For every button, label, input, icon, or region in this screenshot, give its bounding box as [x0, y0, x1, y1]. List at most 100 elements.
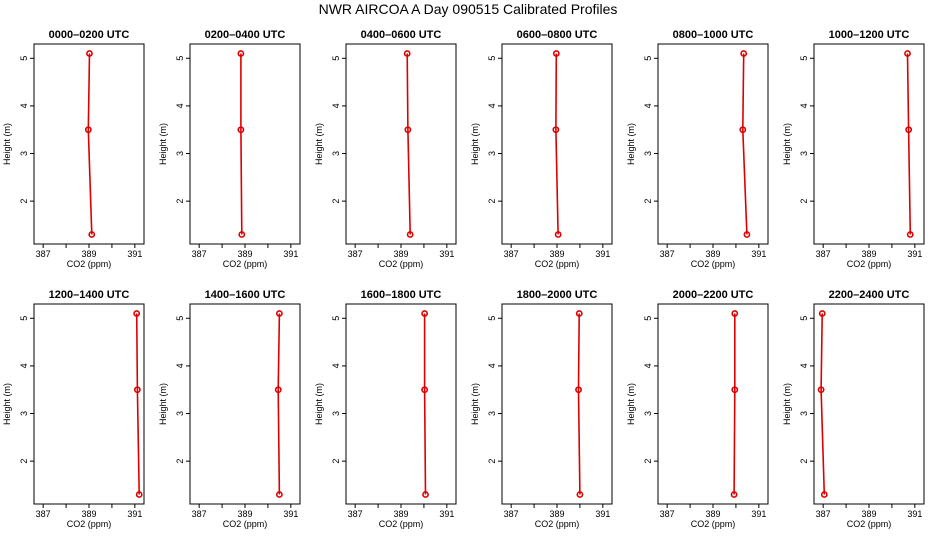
profile-line	[577, 313, 581, 495]
profile-point	[238, 231, 246, 238]
profile-point	[730, 491, 738, 498]
profile-point	[817, 386, 825, 394]
profile-point	[406, 231, 414, 238]
x-tick-label: 391	[283, 249, 298, 259]
profile-point	[740, 50, 748, 57]
y-tick-label: 3	[19, 151, 29, 156]
y-tick-label: 5	[643, 316, 653, 321]
y-tick-label: 3	[175, 151, 185, 156]
plot-frame	[345, 43, 457, 245]
y-tick-label: 2	[487, 199, 497, 204]
plot-frame	[189, 43, 301, 245]
panel-title: 0600–0800 UTC	[517, 29, 598, 41]
y-tick-label: 5	[331, 316, 341, 321]
x-axis-label: CO2 (ppm)	[223, 259, 268, 269]
panel-title: 2200–2400 UTC	[829, 289, 910, 301]
y-tick-label: 2	[175, 199, 185, 204]
x-tick-label: 389	[81, 509, 96, 519]
profile-point	[133, 386, 141, 394]
profile-point	[86, 50, 93, 57]
profile-point	[743, 231, 751, 238]
x-tick-label: 389	[393, 249, 408, 259]
x-tick-label: 391	[595, 249, 610, 259]
plot-frame	[345, 303, 457, 505]
y-tick-label: 5	[487, 316, 497, 321]
x-tick-label: 391	[439, 249, 454, 259]
x-axis-label: CO2 (ppm)	[379, 519, 424, 529]
y-axis-label: Height (m)	[314, 383, 324, 425]
profile-line	[906, 53, 912, 235]
y-tick-label: 2	[19, 459, 29, 464]
y-axis-label: Height (m)	[2, 383, 12, 425]
profile-point	[552, 50, 560, 57]
x-tick-label: 391	[907, 509, 922, 519]
profile-point	[818, 310, 826, 317]
x-tick-label: 389	[705, 249, 720, 259]
y-tick-label: 3	[487, 411, 497, 416]
x-axis-label: CO2 (ppm)	[847, 259, 892, 269]
y-tick-label: 2	[331, 199, 341, 204]
profile-line	[277, 313, 281, 495]
y-tick-label: 4	[175, 363, 185, 368]
panel-title: 1200–1400 UTC	[49, 289, 130, 301]
profile-point	[84, 126, 92, 134]
profile-point	[575, 310, 583, 317]
x-axis-label: CO2 (ppm)	[535, 259, 580, 269]
x-tick-label: 387	[192, 249, 207, 259]
profile-panel-6: 1000–1200 UTC 387 389 391 2 3 4 5 CO2 (ppm) Heigh…	[782, 29, 925, 269]
y-tick-label: 3	[175, 411, 185, 416]
y-tick-label: 4	[19, 363, 29, 368]
profile-point	[820, 491, 828, 498]
x-tick-label: 387	[816, 249, 831, 259]
x-tick-label: 389	[393, 509, 408, 519]
figure-title: NWR AIRCOA A Day 090515 Calibrated Profi…	[319, 1, 618, 17]
profile-point	[552, 126, 560, 134]
panel-title: 2000–2200 UTC	[673, 289, 754, 301]
profile-point	[421, 310, 429, 317]
x-axis-label: CO2 (ppm)	[223, 519, 268, 529]
y-tick-label: 5	[19, 56, 29, 61]
y-axis-label: Height (m)	[782, 123, 792, 165]
x-axis-label: CO2 (ppm)	[67, 259, 112, 269]
y-tick-label: 3	[799, 151, 809, 156]
profile-point	[554, 231, 562, 238]
x-axis-label: CO2 (ppm)	[379, 259, 424, 269]
y-tick-label: 5	[799, 316, 809, 321]
y-axis-label: Height (m)	[782, 383, 792, 425]
profile-point	[275, 491, 283, 498]
panel-grid: 0000–0200 UTC 387 389 391 2 3 4 5 CO2 (ppm) Heigh…	[2, 29, 925, 529]
profile-line	[87, 53, 93, 235]
x-tick-label: 389	[237, 249, 252, 259]
y-tick-label: 2	[19, 199, 29, 204]
plot-frame	[657, 43, 769, 245]
profile-point	[135, 491, 143, 498]
x-tick-label: 387	[504, 509, 519, 519]
profile-panel-12: 2200–2400 UTC 387 389 391 2 3 4 5 CO2 (ppm) Heigh…	[782, 289, 925, 529]
y-tick-label: 2	[799, 199, 809, 204]
x-axis-label: CO2 (ppm)	[691, 259, 736, 269]
x-tick-label: 387	[36, 249, 51, 259]
x-tick-label: 387	[816, 509, 831, 519]
x-tick-label: 389	[861, 509, 876, 519]
x-tick-label: 387	[504, 249, 519, 259]
y-axis-label: Height (m)	[158, 123, 168, 165]
x-tick-label: 389	[81, 249, 96, 259]
y-axis-label: Height (m)	[470, 383, 480, 425]
y-axis-label: Height (m)	[626, 383, 636, 425]
profile-panel-11: 2000–2200 UTC 387 389 391 2 3 4 5 CO2 (ppm) Heigh…	[626, 289, 769, 529]
plot-frame	[189, 303, 301, 505]
profile-point	[906, 231, 914, 238]
plot-frame	[33, 303, 145, 505]
profile-panel-9: 1600–1800 UTC 387 389 391 2 3 4 5 CO2 (ppm) Heigh…	[314, 289, 457, 529]
x-tick-label: 387	[660, 249, 675, 259]
y-tick-label: 5	[643, 56, 653, 61]
panel-title: 1400–1600 UTC	[205, 289, 286, 301]
profile-point	[731, 386, 739, 394]
profile-line	[423, 313, 427, 495]
y-tick-label: 3	[331, 411, 341, 416]
x-tick-label: 391	[907, 249, 922, 259]
y-tick-label: 3	[643, 151, 653, 156]
y-tick-label: 3	[643, 411, 653, 416]
profile-point	[575, 386, 582, 394]
y-tick-label: 2	[175, 459, 185, 464]
